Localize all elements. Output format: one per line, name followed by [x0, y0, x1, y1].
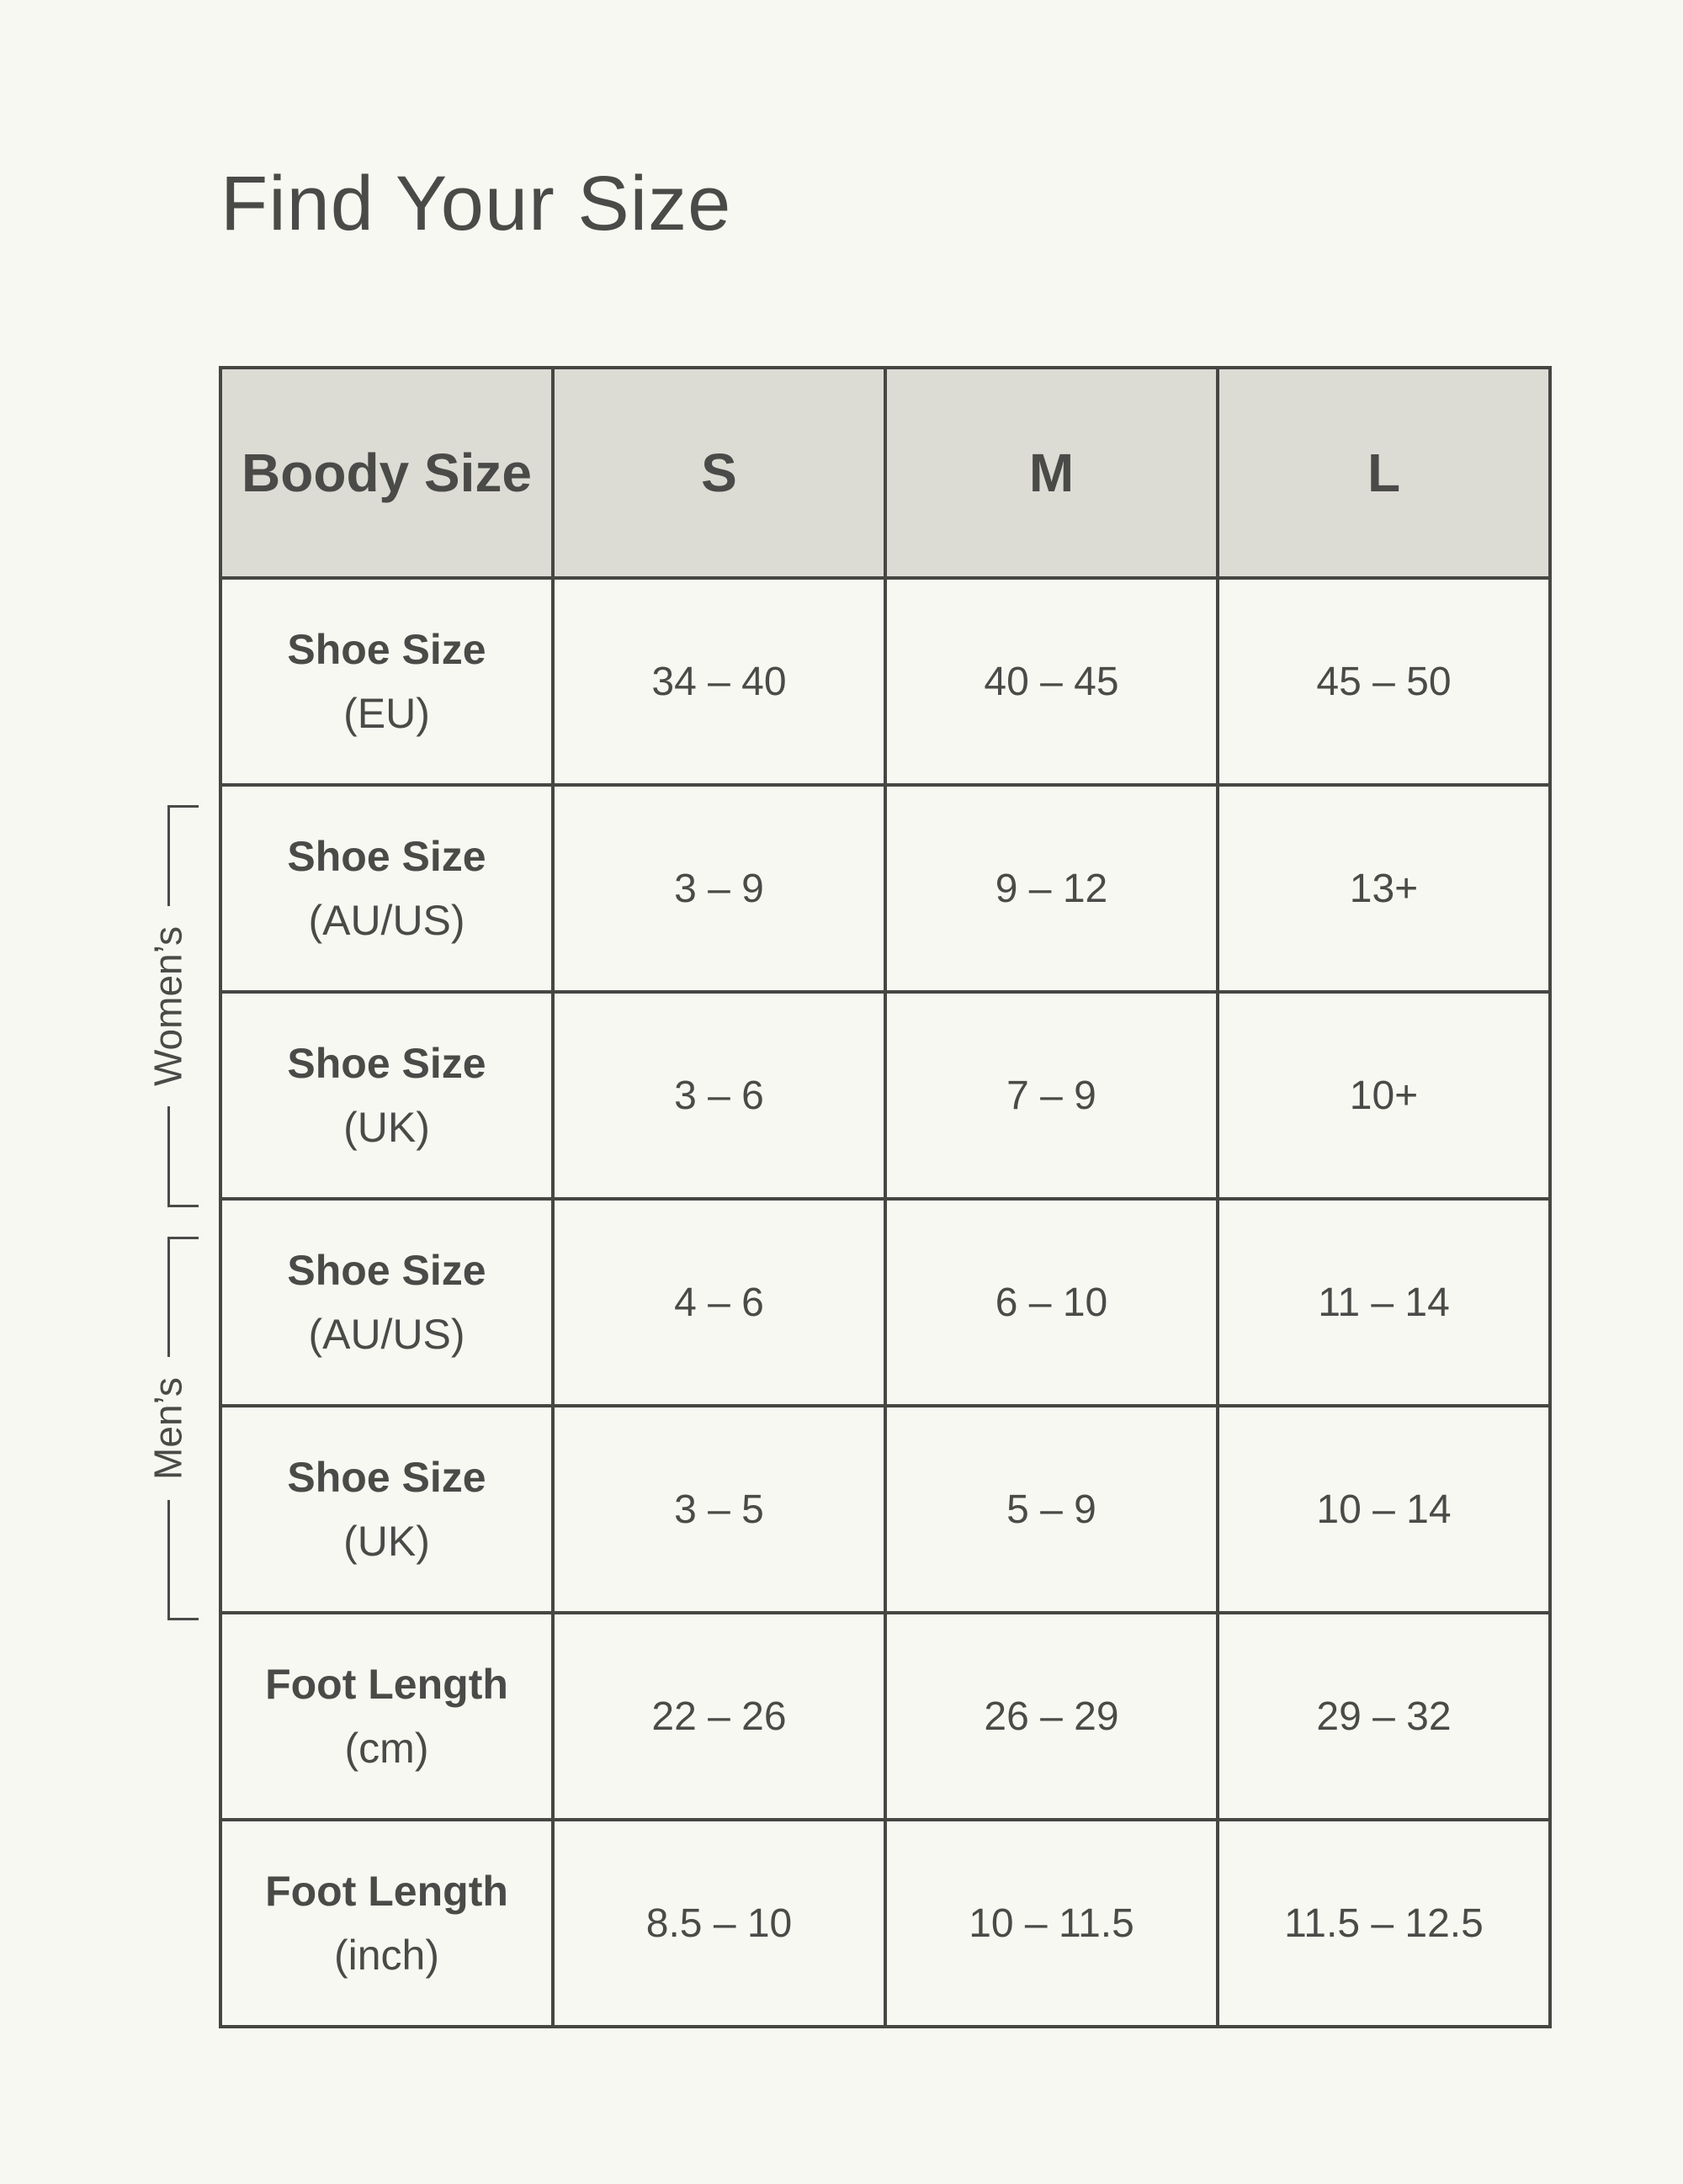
mens-rows-bracket: Men’s — [145, 1237, 199, 1620]
mens-bracket-label: Men’s — [145, 1357, 192, 1500]
value-cell-m: 10 – 11.5 — [884, 1818, 1219, 2028]
value-cell-m: 26 – 29 — [884, 1611, 1219, 1821]
row-label: Shoe Size — [287, 626, 486, 673]
value-cell-l: 45 – 50 — [1216, 576, 1552, 787]
row-unit: (cm) — [344, 1725, 429, 1772]
table-row-mens-shoe-size-au-us: Shoe Size (AU/US) 4 – 6 6 – 10 11 – 14 — [219, 1197, 1552, 1407]
value-cell-l: 29 – 32 — [1216, 1611, 1552, 1821]
table-row-foot-length-inch: Foot Length (inch) 8.5 – 10 10 – 11.5 11… — [219, 1818, 1552, 2028]
row-label-cell: Shoe Size (UK) — [219, 990, 555, 1201]
table-header-row: Boody Size S M L — [219, 366, 1552, 580]
table-row-womens-shoe-size-au-us: Shoe Size (AU/US) 3 – 9 9 – 12 13+ — [219, 783, 1552, 994]
row-label-cell: Shoe Size (UK) — [219, 1404, 555, 1614]
value-cell-m: 6 – 10 — [884, 1197, 1219, 1407]
table-row-mens-shoe-size-uk: Shoe Size (UK) 3 – 5 5 – 9 10 – 14 — [219, 1404, 1552, 1614]
value-cell-l: 13+ — [1216, 783, 1552, 994]
value-cell-l: 11.5 – 12.5 — [1216, 1818, 1552, 2028]
row-label: Shoe Size — [287, 1247, 486, 1294]
value-cell-s: 3 – 6 — [551, 990, 887, 1201]
row-unit: (AU/US) — [308, 1311, 465, 1358]
row-label-cell: Shoe Size (AU/US) — [219, 1197, 555, 1407]
row-label-cell: Foot Length (cm) — [219, 1611, 555, 1821]
value-cell-l: 11 – 14 — [1216, 1197, 1552, 1407]
row-unit: (UK) — [343, 1518, 430, 1565]
table-row-womens-shoe-size-uk: Shoe Size (UK) 3 – 6 7 – 9 10+ — [219, 990, 1552, 1201]
value-cell-s: 3 – 9 — [551, 783, 887, 994]
row-label-cell: Shoe Size (EU) — [219, 576, 555, 787]
row-label: Foot Length — [265, 1661, 508, 1708]
value-cell-l: 10 – 14 — [1216, 1404, 1552, 1614]
value-cell-l: 10+ — [1216, 990, 1552, 1201]
row-unit: (EU) — [343, 690, 430, 737]
row-unit: (UK) — [343, 1104, 430, 1151]
value-cell-s: 22 – 26 — [551, 1611, 887, 1821]
value-cell-s: 34 – 40 — [551, 576, 887, 787]
value-cell-s: 3 – 5 — [551, 1404, 887, 1614]
value-cell-s: 4 – 6 — [551, 1197, 887, 1407]
value-cell-m: 9 – 12 — [884, 783, 1219, 994]
size-chart-table: Boody Size S M L Shoe Size (EU) 34 – 40 … — [219, 366, 1552, 2028]
row-label: Foot Length — [265, 1868, 508, 1915]
value-cell-m: 7 – 9 — [884, 990, 1219, 1201]
row-label-cell: Foot Length (inch) — [219, 1818, 555, 2028]
value-cell-s: 8.5 – 10 — [551, 1818, 887, 2028]
header-cell-size-m: M — [884, 366, 1219, 580]
womens-bracket-label: Women’s — [145, 905, 192, 1107]
header-cell-boody-size: Boody Size — [219, 366, 555, 580]
row-label: Shoe Size — [287, 1040, 486, 1087]
value-cell-m: 5 – 9 — [884, 1404, 1219, 1614]
row-label: Shoe Size — [287, 833, 486, 880]
row-unit: (AU/US) — [308, 897, 465, 944]
header-cell-size-s: S — [551, 366, 887, 580]
row-label-cell: Shoe Size (AU/US) — [219, 783, 555, 994]
header-cell-size-l: L — [1216, 366, 1552, 580]
value-cell-m: 40 – 45 — [884, 576, 1219, 787]
row-unit: (inch) — [333, 1932, 440, 1979]
table-row-foot-length-cm: Foot Length (cm) 22 – 26 26 – 29 29 – 32 — [219, 1611, 1552, 1821]
page-title: Find Your Size — [220, 161, 732, 246]
table-row-shoe-size-eu: Shoe Size (EU) 34 – 40 40 – 45 45 – 50 — [219, 576, 1552, 787]
row-label: Shoe Size — [287, 1454, 486, 1501]
womens-rows-bracket: Women’s — [145, 805, 199, 1207]
